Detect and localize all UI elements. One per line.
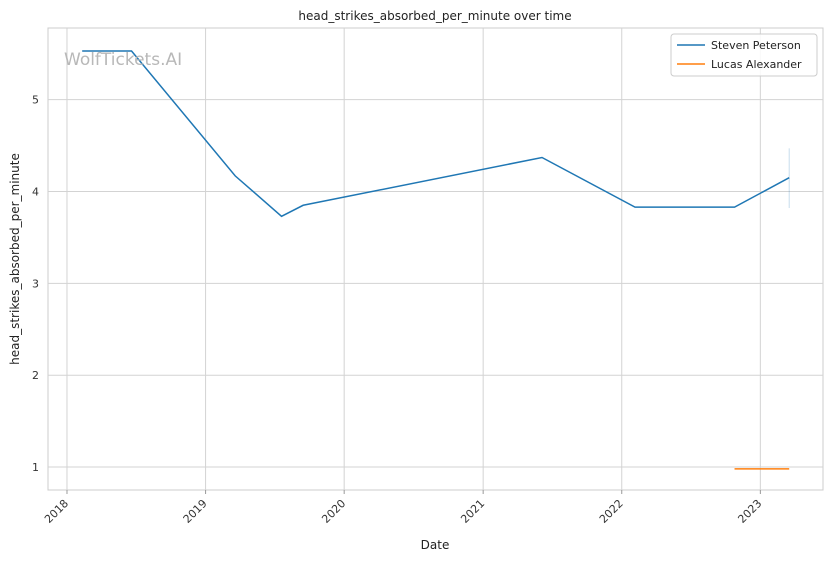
y-axis-ticks: 1 2 3 4 5 — [32, 94, 39, 474]
series-line-steven-peterson — [82, 50, 790, 218]
legend: Steven Peterson Lucas Alexander — [670, 33, 818, 77]
y-tick-label: 3 — [32, 277, 39, 290]
y-axis-title: head_strikes_absorbed_per_minute — [8, 153, 22, 365]
y-tick-label: 4 — [32, 185, 39, 198]
y-tick-label: 2 — [32, 369, 39, 382]
watermark: WolfTickets.AI — [64, 50, 182, 70]
x-tick-label: 2019 — [181, 497, 210, 526]
x-tick-label: 2018 — [42, 497, 71, 526]
grid-lines — [48, 28, 823, 490]
y-tick-label: 5 — [32, 94, 39, 107]
x-tick-label: 2022 — [597, 497, 626, 526]
plot-area — [47, 27, 824, 491]
y-tick-label: 1 — [32, 461, 39, 474]
x-axis-ticks: 2018 2019 2020 2021 2022 2023 — [42, 490, 764, 526]
legend-label-lucas-alexander: Lucas Alexander — [711, 58, 802, 71]
series-layer — [82, 50, 790, 470]
legend-label-steven-peterson: Steven Peterson — [711, 39, 801, 52]
x-tick-label: 2023 — [735, 497, 764, 526]
x-tick-label: 2020 — [319, 497, 348, 526]
x-axis-title: Date — [421, 538, 450, 552]
legend-box — [670, 33, 818, 77]
chart-title: head_strikes_absorbed_per_minute over ti… — [298, 9, 571, 23]
x-tick-label: 2021 — [458, 497, 487, 526]
